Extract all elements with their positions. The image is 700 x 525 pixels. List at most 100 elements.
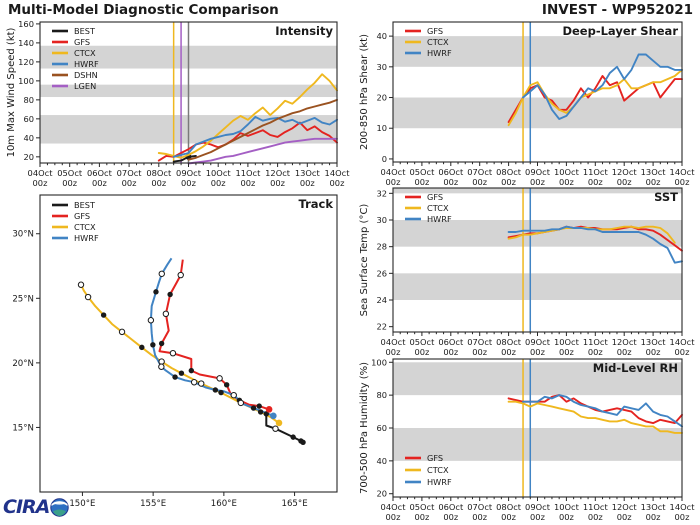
- rh-legend-hwrf: HWRF: [405, 477, 452, 487]
- intensity-xtick-hour: 00z: [211, 178, 226, 188]
- intensity-gfs-line: [157, 121, 338, 162]
- sst-y-axis-label: Sea Surface Temp (°C): [359, 204, 370, 317]
- track-gfs-init-marker: [265, 406, 273, 413]
- track-12h-marker: [198, 380, 205, 387]
- panel-track: 15°N 20°N 25°N 30°N 150°E 155°E 160°E 165°E Trac…: [12, 194, 338, 509]
- shear-xtick-day: 07Oct: [467, 167, 493, 177]
- cira-logo-text: CIRA: [3, 496, 50, 518]
- svg-text:GFS: GFS: [74, 37, 90, 47]
- intensity-legend-gfs: GFS: [52, 37, 90, 47]
- track-24h-marker: [290, 434, 296, 440]
- intensity-xtick-hour: 00z: [122, 178, 137, 188]
- shear-legend-hwrf: HWRF: [405, 48, 452, 58]
- intensity-xtick-day: 11Oct: [235, 168, 261, 178]
- globe-icon: [50, 498, 70, 517]
- shear-xtick-hour: 00z: [501, 177, 516, 187]
- svg-text:CTCX: CTCX: [427, 37, 449, 47]
- track-12h-marker: [230, 391, 237, 399]
- sst-legend-gfs: GFS: [405, 192, 443, 202]
- shaded-band: [393, 97, 682, 129]
- shear-legend-gfs: GFS: [405, 26, 443, 36]
- intensity-ytick-label: 60: [23, 114, 34, 124]
- intensity-xtick-hour: 00z: [270, 178, 285, 188]
- track-panel-title: Track: [299, 197, 334, 211]
- track-legend-best: BEST: [52, 200, 96, 210]
- track-24h-marker: [150, 342, 156, 348]
- svg-text:HWRF: HWRF: [427, 214, 452, 224]
- sst-hwrf-line: [507, 225, 683, 264]
- track-legend-ctcx: CTCX: [52, 222, 96, 232]
- track-legend-gfs: GFS: [52, 211, 90, 221]
- sst-xtick-hour: 00z: [443, 347, 458, 357]
- svg-text:GFS: GFS: [427, 192, 443, 202]
- svg-text:BEST: BEST: [74, 26, 96, 36]
- rh-xtick-hour: 00z: [559, 512, 574, 522]
- svg-text:CTCX: CTCX: [74, 48, 96, 58]
- rh-xtick-day: 11Oct: [583, 502, 609, 512]
- intensity-xtick-day: 07Oct: [117, 168, 143, 178]
- track-24h-marker: [167, 291, 173, 298]
- rh-xtick-day: 14Oct: [670, 502, 696, 512]
- track-gfs-line: [158, 259, 270, 411]
- panel-intensity: 2040608010012014016004Oct00z05Oct00z06Oc…: [6, 19, 350, 188]
- shaded-band: [393, 188, 682, 194]
- svg-text:CTCX: CTCX: [427, 203, 449, 213]
- intensity-xtick-day: 05Oct: [57, 168, 83, 178]
- track-24h-marker: [218, 389, 224, 396]
- rh-xtick-day: 08Oct: [496, 502, 522, 512]
- sst-ytick-label: 30: [376, 215, 387, 225]
- track-12h-marker: [158, 363, 165, 370]
- intensity-xtick-day: 04Oct: [28, 168, 54, 178]
- sst-xtick-day: 14Oct: [670, 337, 696, 347]
- rh-legend-ctcx: CTCX: [405, 465, 449, 475]
- track-12h-marker: [77, 281, 85, 288]
- shear-xtick-day: 09Oct: [525, 167, 551, 177]
- intensity-xtick-hour: 00z: [151, 178, 166, 188]
- track-lat-label: 15°N: [12, 423, 34, 433]
- rh-xtick-day: 04Oct: [381, 502, 407, 512]
- shear-xtick-hour: 00z: [617, 177, 632, 187]
- sst-xtick-day: 05Oct: [409, 337, 435, 347]
- sst-xtick-day: 08Oct: [496, 337, 522, 347]
- rh-xtick-hour: 00z: [472, 512, 487, 522]
- rh-ytick-label: 80: [376, 390, 387, 400]
- svg-text:GFS: GFS: [74, 211, 90, 221]
- sst-ytick-label: 24: [376, 295, 387, 305]
- intensity-xtick-day: 08Oct: [146, 168, 172, 178]
- shear-panel-title: Deep-Layer Shear: [562, 24, 678, 38]
- sst-xtick-hour: 00z: [530, 347, 545, 357]
- rh-ytick-label: 60: [376, 423, 387, 433]
- shear-xtick-day: 14Oct: [670, 167, 696, 177]
- track-lat-label: 30°N: [12, 230, 34, 240]
- cira-logo: CIRA: [3, 496, 70, 518]
- intensity-ytick-label: 20: [23, 152, 34, 162]
- track-24h-marker: [172, 374, 178, 380]
- shear-xtick-day: 05Oct: [409, 167, 435, 177]
- intensity-xtick-hour: 00z: [330, 178, 345, 188]
- shear-ytick-label: 0: [382, 154, 387, 164]
- rh-ctcx-line: [507, 400, 683, 434]
- intensity-xtick-day: 06Oct: [87, 168, 113, 178]
- rh-xtick-day: 07Oct: [467, 502, 493, 512]
- sst-ytick-label: 26: [376, 268, 387, 278]
- track-hwrf-line: [149, 257, 274, 417]
- shaded-band: [393, 273, 682, 300]
- intensity-xtick-day: 12Oct: [265, 168, 291, 178]
- sst-xtick-day: 06Oct: [438, 337, 464, 347]
- shear-ytick-label: 30: [376, 62, 387, 72]
- track-12h-marker: [272, 425, 279, 432]
- rh-legend-gfs: GFS: [405, 453, 443, 463]
- sst-xtick-day: 10Oct: [554, 337, 580, 347]
- rh-xtick-hour: 00z: [617, 512, 632, 522]
- rh-panel-title: Mid-Level RH: [593, 361, 678, 375]
- intensity-xtick-hour: 00z: [33, 178, 48, 188]
- track-12h-marker: [177, 271, 184, 279]
- sst-xtick-day: 09Oct: [525, 337, 551, 347]
- rh-xtick-day: 05Oct: [409, 502, 435, 512]
- shaded-band: [393, 36, 682, 67]
- track-24h-marker: [256, 403, 262, 409]
- sst-xtick-day: 04Oct: [381, 337, 407, 347]
- shear-xtick-day: 08Oct: [496, 167, 522, 177]
- intensity-xtick-hour: 00z: [62, 178, 77, 188]
